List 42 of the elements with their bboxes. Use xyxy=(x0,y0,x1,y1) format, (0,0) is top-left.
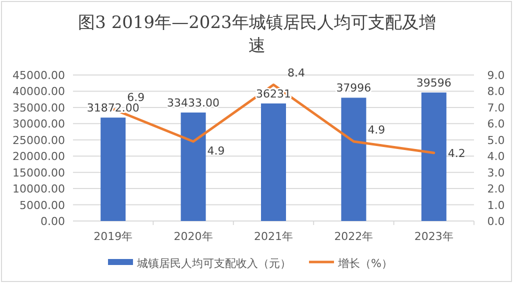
data-label: 39596 xyxy=(416,76,452,90)
y2-tick-label: 5.0 xyxy=(487,134,505,147)
y-tick-label: 40000.00 xyxy=(12,85,65,98)
y2-tick-label: 9.0 xyxy=(487,69,505,82)
y2-tick-label: 7.0 xyxy=(487,101,505,114)
x-tick-label: 2022年 xyxy=(334,230,374,243)
x-tick-label: 2021年 xyxy=(254,230,293,243)
y-tick-label: 20000.00 xyxy=(12,150,65,164)
bar xyxy=(100,118,126,221)
chart-title: 图3 2019年—2023年城镇居民人均可支配及增速 xyxy=(78,13,436,56)
y2-tick-label: 0.0 xyxy=(487,215,505,228)
y-tick-label: 10000.00 xyxy=(12,182,65,196)
data-label: 8.4 xyxy=(288,66,305,80)
y2-tick-label: 4.0 xyxy=(487,150,505,164)
y-tick-label: 30000.00 xyxy=(12,118,65,131)
legend-label: 增长（%） xyxy=(337,257,392,270)
data-label: 4.9 xyxy=(368,124,386,137)
data-label: 6.9 xyxy=(127,91,145,104)
y-tick-label: 5000.00 xyxy=(20,198,65,212)
legend-label: 城镇居民人均可支配收入（元） xyxy=(136,257,291,270)
y-tick-label: 0.00 xyxy=(40,215,65,228)
bar xyxy=(421,92,446,221)
y-tick-label: 35000.00 xyxy=(12,101,65,114)
y2-tick-label: 6.0 xyxy=(487,118,505,131)
y2-tick-label: 8.0 xyxy=(487,85,505,98)
bar xyxy=(261,103,286,221)
x-tick-label: 2023年 xyxy=(414,230,454,243)
y-tick-label: 45000.00 xyxy=(12,69,65,82)
bar xyxy=(341,98,366,221)
data-label: 4.2 xyxy=(448,146,466,160)
y-tick-label: 15000.00 xyxy=(12,166,65,180)
data-label: 31872.00 xyxy=(86,102,140,115)
bar xyxy=(180,112,206,221)
x-tick-label: 2020年 xyxy=(174,230,213,243)
data-label: 33433.00 xyxy=(167,96,220,110)
y2-tick-label: 1.0 xyxy=(487,198,505,212)
y2-tick-label: 3.0 xyxy=(487,166,505,180)
data-label: 37996 xyxy=(336,82,372,95)
data-label: 4.9 xyxy=(207,144,225,158)
y-tick-label: 25000.00 xyxy=(12,134,65,147)
x-tick-label: 2019年 xyxy=(94,230,133,243)
y2-tick-label: 2.0 xyxy=(487,182,505,196)
